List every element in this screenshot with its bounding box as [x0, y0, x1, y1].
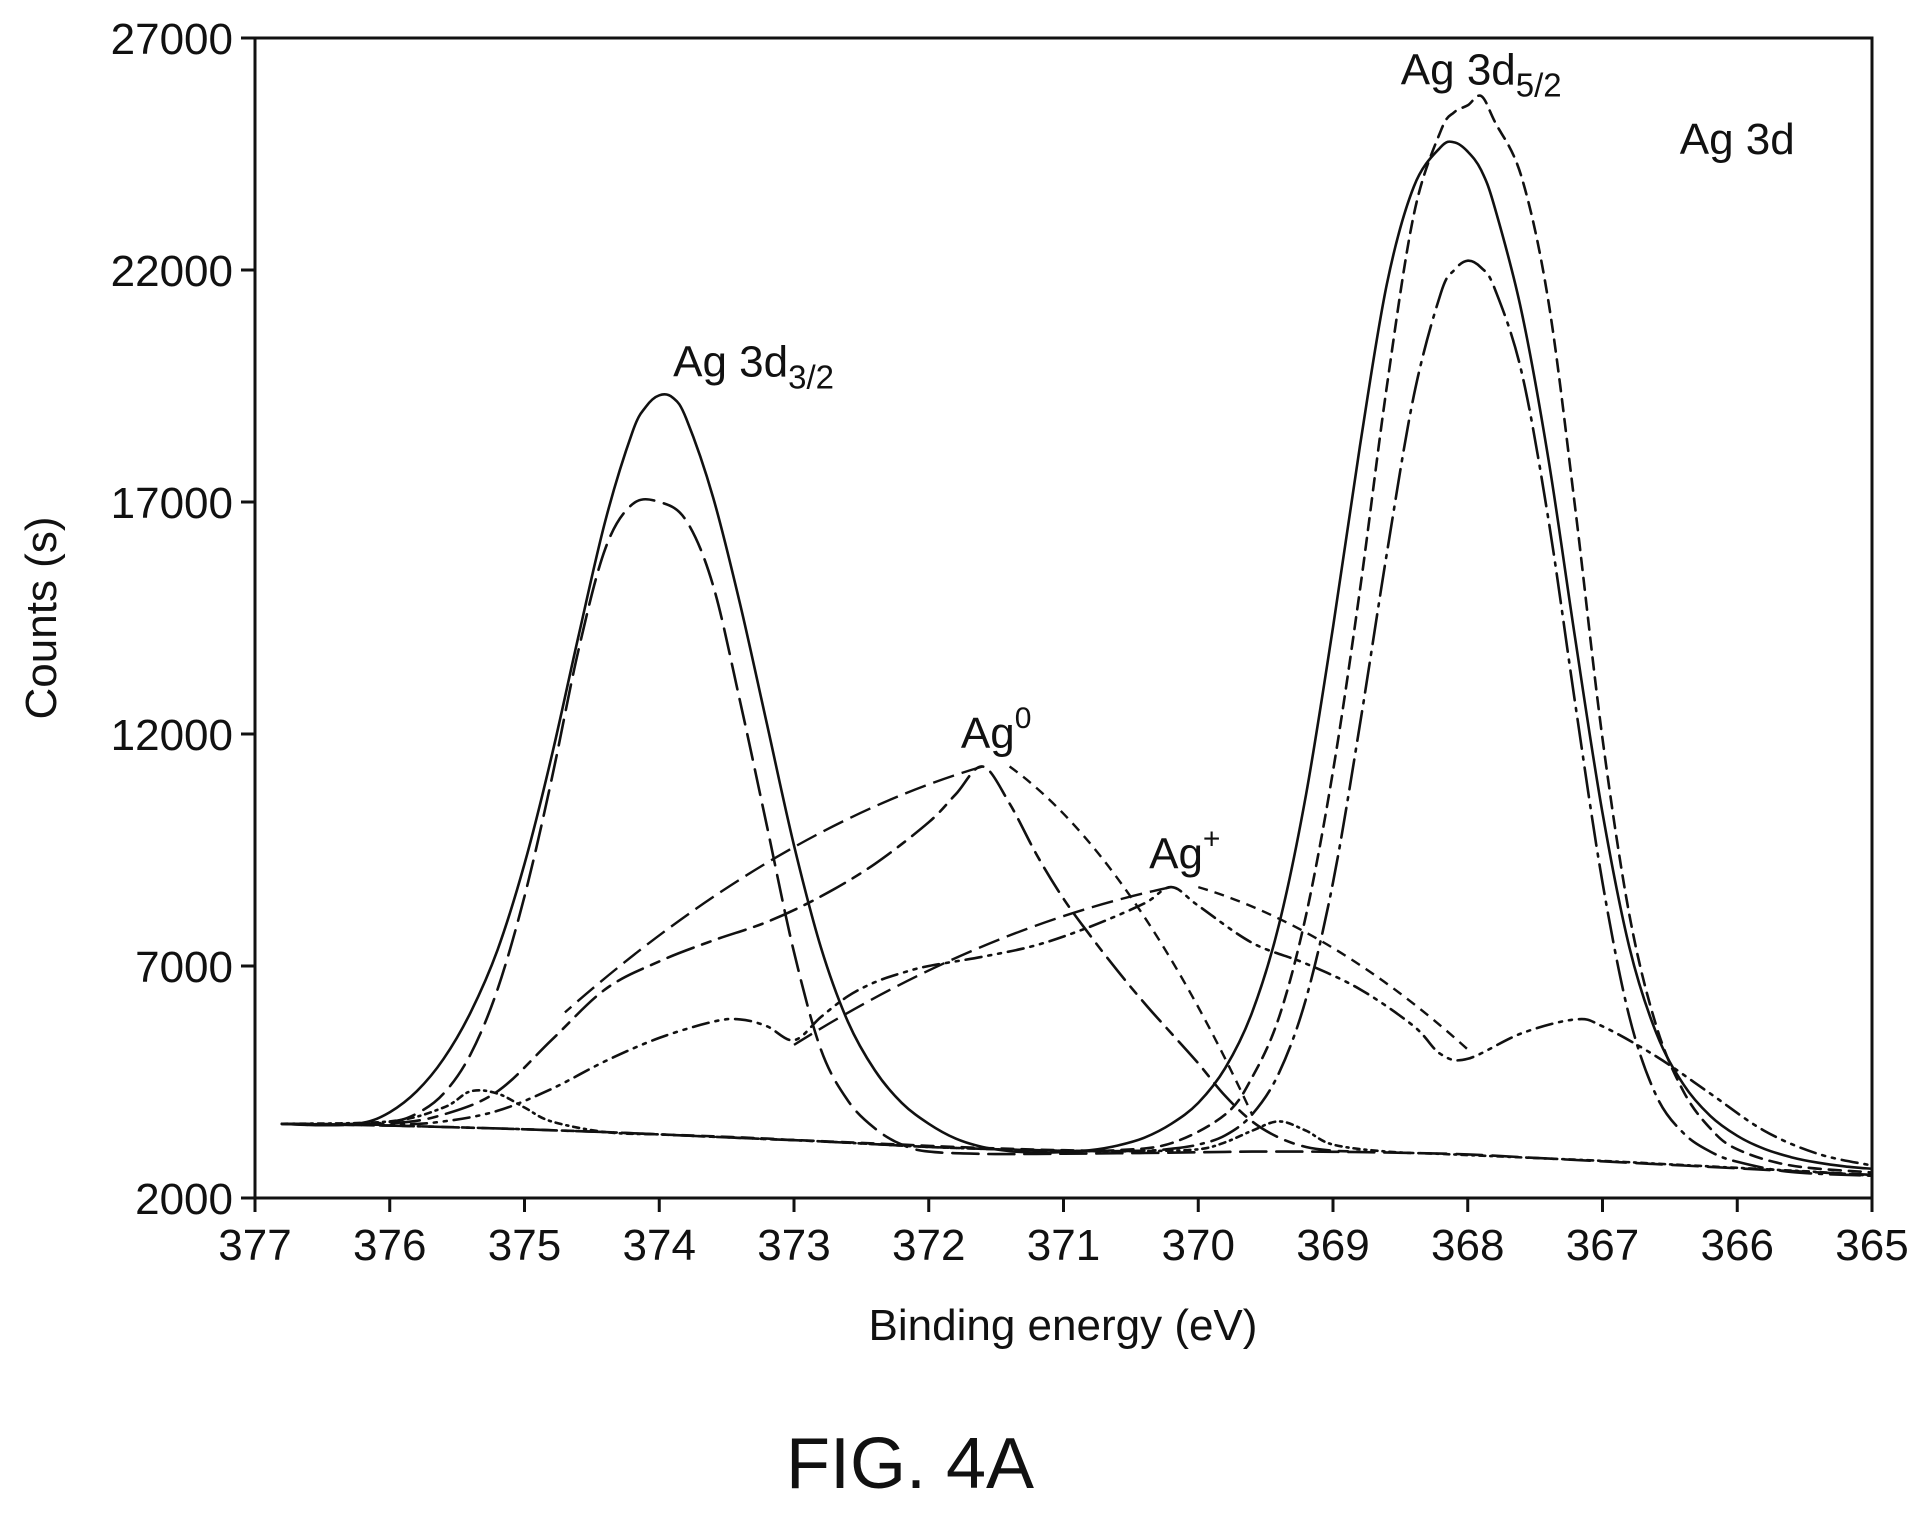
x-tick-label: 376: [353, 1221, 426, 1270]
series-line-2: [280, 497, 1874, 1177]
series-line-1: [280, 140, 1874, 1171]
y-tick-label: 22000: [111, 247, 233, 296]
annotation-ag3d32: Ag 3d3/2: [673, 338, 834, 396]
x-tick-label: 365: [1835, 1221, 1908, 1270]
y-tick-label: 17000: [111, 479, 233, 528]
y-axis-title: Counts (s): [17, 517, 66, 720]
x-axis: 377 376 375 374 373 372 371 370 369 368 367 366 365: [218, 1198, 1909, 1270]
series-line-3: [280, 259, 1874, 1177]
figure-caption: FIG. 4A: [786, 1424, 1034, 1504]
y-tick-label: 7000: [135, 943, 233, 992]
x-tick-label: 377: [218, 1221, 291, 1270]
x-tick-label: 367: [1566, 1221, 1639, 1270]
leader-line-ag0: [564, 765, 983, 1014]
series-line-6: [280, 885, 1874, 1167]
annotation-leaders: [564, 765, 1469, 1116]
leader-line-agplus: [793, 885, 1172, 1046]
leader-line-agplus: [1197, 885, 1469, 1051]
x-tick-label: 374: [623, 1221, 696, 1270]
series-line-7: [280, 1089, 1874, 1177]
x-axis-title: Binding energy (eV): [869, 1301, 1258, 1350]
peak-annotations: Ag 3d3/2 Ag 3d5/2 Ag 3d Ag0 Ag+: [673, 45, 1795, 878]
leader-line-ag0: [1008, 765, 1254, 1116]
x-tick-label: 366: [1701, 1221, 1774, 1270]
y-tick-label: 27000: [111, 15, 233, 64]
x-tick-label: 373: [757, 1221, 830, 1270]
annotation-agplus: Ag+: [1149, 823, 1220, 879]
y-tick-label: 2000: [135, 1175, 233, 1224]
x-tick-label: 371: [1027, 1221, 1100, 1270]
spectrum-curves: [280, 94, 1874, 1177]
plot-frame: [253, 36, 1874, 1200]
x-tick-label: 372: [892, 1221, 965, 1270]
x-tick-label: 368: [1431, 1221, 1504, 1270]
annotation-ag3d: Ag 3d: [1680, 115, 1795, 164]
annotation-ag0: Ag0: [961, 702, 1032, 758]
series-line-4: [280, 94, 1874, 1174]
annotation-ag3d52: Ag 3d5/2: [1401, 45, 1562, 103]
x-tick-label: 370: [1162, 1221, 1235, 1270]
y-tick-label: 12000: [111, 711, 233, 760]
x-tick-label: 369: [1296, 1221, 1369, 1270]
y-axis: 2000 7000 12000 17000 22000 27000: [111, 15, 255, 1224]
x-tick-label: 375: [488, 1221, 561, 1270]
